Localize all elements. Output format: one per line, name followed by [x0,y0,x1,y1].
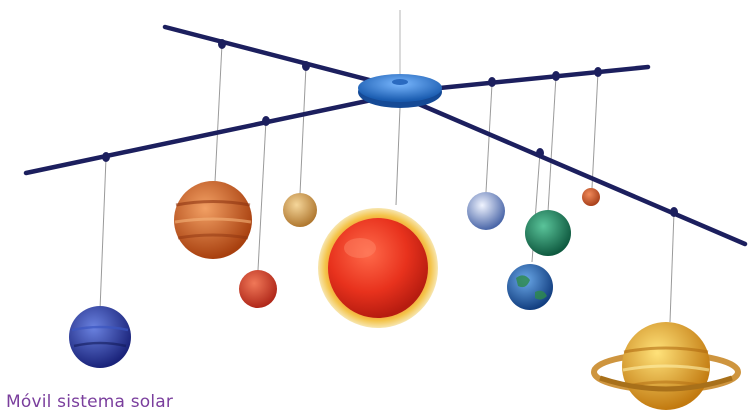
mobile-hub [358,74,442,108]
neptune-sphere [69,306,131,368]
venus-sphere [283,193,317,227]
jupiter-sphere [174,181,252,259]
uranus-sphere [525,210,571,256]
caption-text: Móvil sistema solar [6,392,173,412]
saturn-sphere [594,322,738,410]
earth-sphere [507,264,553,310]
mercury-sphere [582,188,600,206]
pluto-sphere [467,192,505,230]
sun-sphere [318,208,438,328]
mars-sphere [239,270,277,308]
